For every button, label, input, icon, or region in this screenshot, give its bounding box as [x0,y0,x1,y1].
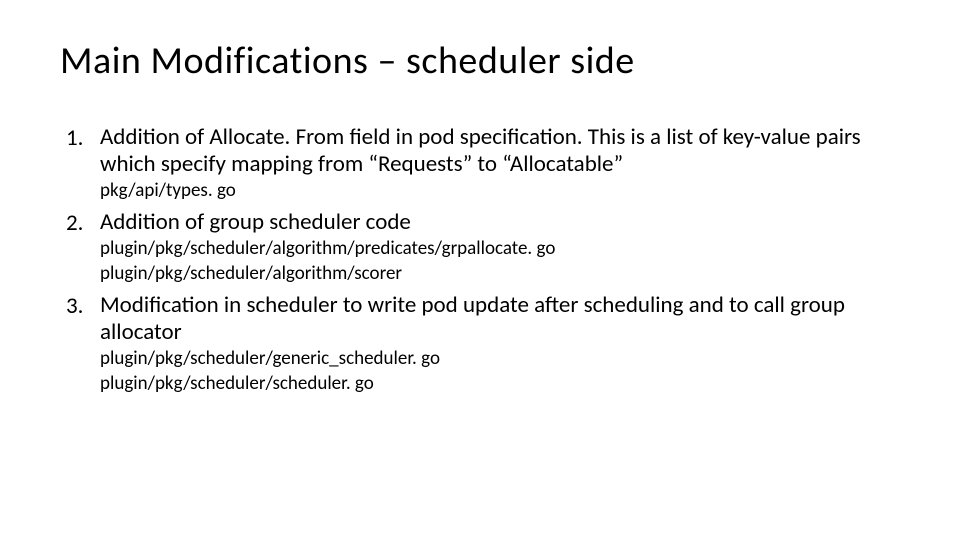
item-subtext: plugin/pkg/scheduler/scheduler. go [100,373,900,396]
item-subtext: plugin/pkg/scheduler/algorithm/scorer [100,263,900,286]
modifications-list: Addition of Allocate. From field in pod … [60,124,900,396]
list-item: Modification in scheduler to write pod u… [60,292,900,396]
list-item: Addition of Allocate. From field in pod … [60,124,900,203]
list-item: Addition of group scheduler code plugin/… [60,209,900,286]
item-text: Addition of Allocate. From field in pod … [100,124,900,178]
item-subtext: plugin/pkg/scheduler/generic_scheduler. … [100,348,900,371]
item-subtext: pkg/api/types. go [100,180,900,203]
item-subtext: plugin/pkg/scheduler/algorithm/predicate… [100,238,900,261]
item-text: Addition of group scheduler code [100,209,900,236]
slide-title: Main Modifications – scheduler side [60,38,900,84]
item-text: Modification in scheduler to write pod u… [100,292,900,346]
